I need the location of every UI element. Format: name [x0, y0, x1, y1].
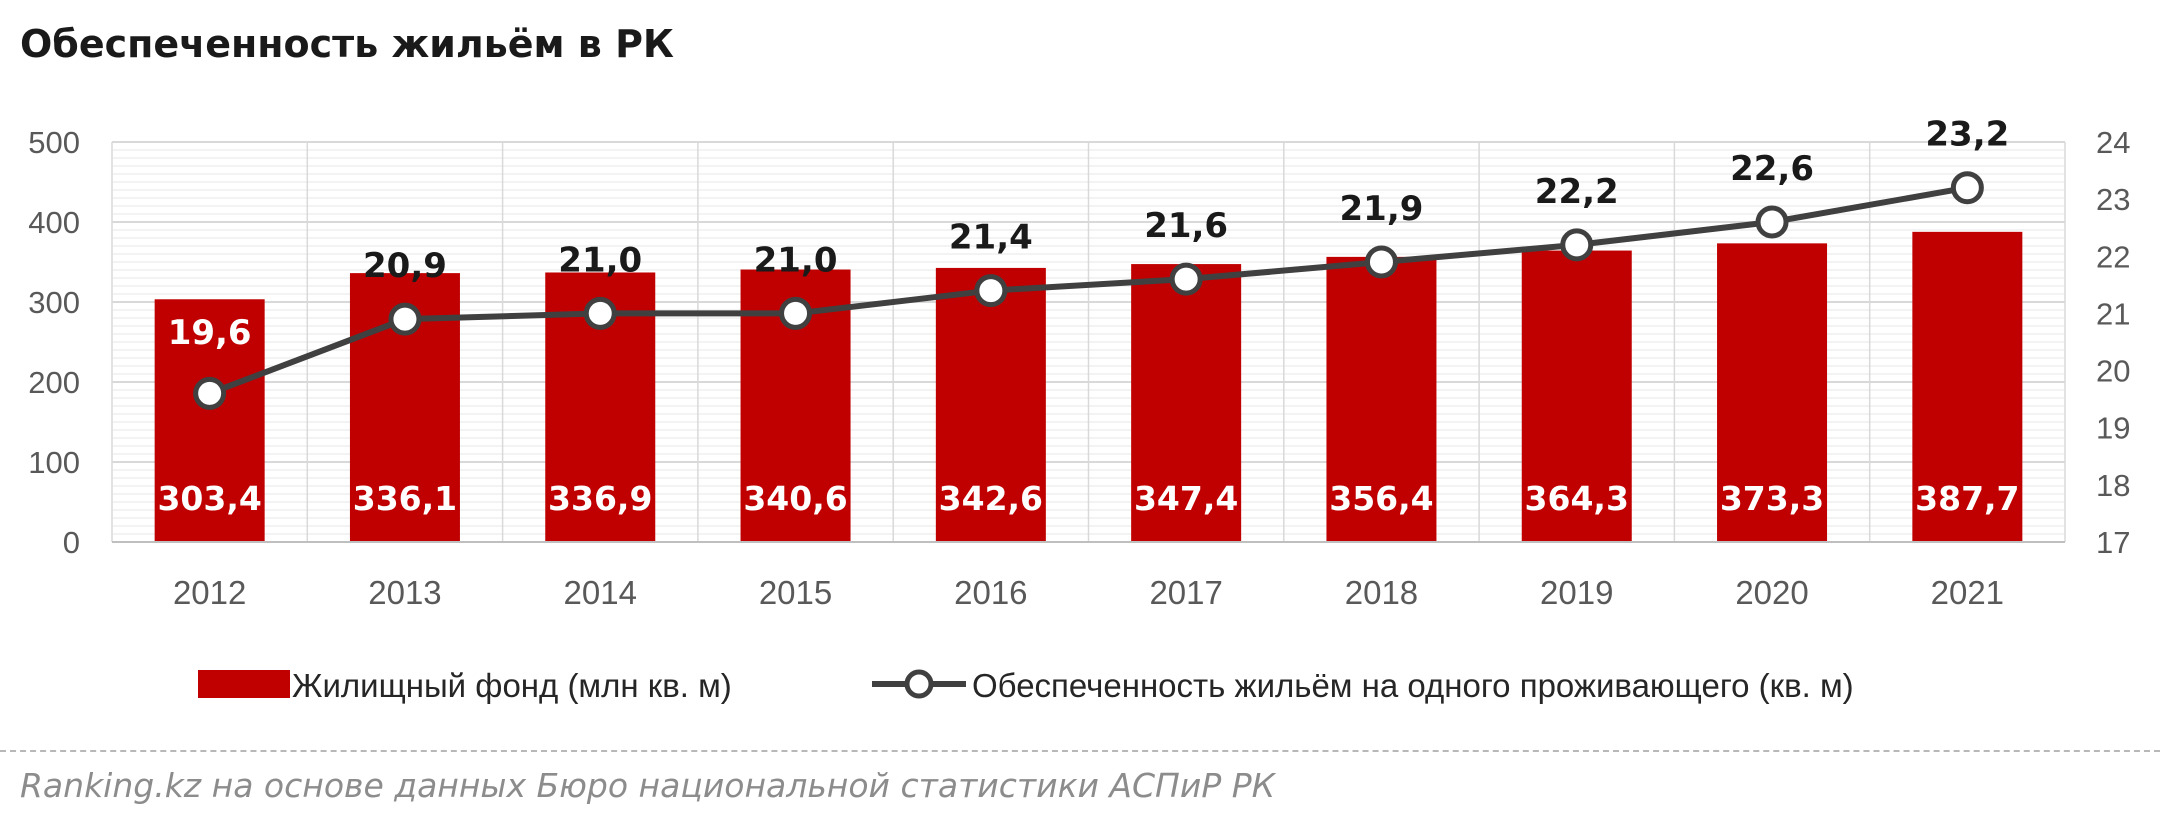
divider — [0, 750, 2160, 752]
bar — [1717, 243, 1828, 543]
line-point — [388, 302, 422, 336]
left-axis-tick-label: 0 — [63, 525, 80, 560]
line-value-label: 23,2 — [1925, 115, 2009, 155]
x-axis-tick-label: 2014 — [564, 574, 637, 611]
right-axis-tick-label: 17 — [2096, 525, 2130, 560]
line-point — [1560, 228, 1594, 262]
legend-line-marker — [904, 669, 934, 699]
right-axis-tick-label: 20 — [2096, 354, 2130, 389]
chart-canvas: 303,4 336,1 336,9 340,6 342,6 347,4 356,4 364,3… — [28, 115, 2130, 704]
line-value-label: 21,0 — [558, 240, 642, 280]
left-axis-tick-label: 300 — [28, 285, 80, 320]
x-axis-tick-label: 2015 — [759, 574, 832, 611]
right-axis-tick-label: 24 — [2096, 125, 2130, 160]
bar-value-label: 342,6 — [939, 479, 1043, 518]
x-axis-tick-label: 2018 — [1345, 574, 1418, 611]
line-series — [193, 171, 1984, 410]
line-value-label: 22,2 — [1535, 172, 1619, 212]
x-axis-tick-label: 2019 — [1540, 574, 1613, 611]
left-axis-tick-label: 200 — [28, 365, 80, 400]
line-path — [208, 184, 1968, 397]
bar — [1131, 264, 1242, 542]
chart-title: Обеспеченность жильём в РК — [20, 22, 674, 66]
bar — [1521, 250, 1632, 542]
bar-value-label: 347,4 — [1134, 479, 1238, 518]
line-value-label: 20,9 — [363, 246, 447, 286]
bar-value-label: 303,4 — [157, 479, 261, 518]
line-value-label: 21,9 — [1340, 189, 1424, 229]
legend: Жилищный фонд (млн кв. м) Обеспеченность … — [198, 667, 1854, 704]
x-axis-tick-label: 2017 — [1149, 574, 1222, 611]
line-value-label: 21,4 — [949, 218, 1033, 258]
left-axis-tick-label: 500 — [28, 125, 80, 160]
right-axis-tick-label: 18 — [2096, 468, 2130, 503]
bar-value-label: 387,7 — [1915, 479, 2019, 518]
legend-bar-swatch — [198, 670, 290, 698]
x-axis-tick-label: 2013 — [368, 574, 441, 611]
source-note: Ranking.kz на основе данных Бюро национа… — [20, 766, 1276, 805]
legend-line-label: Обеспеченность жильём на одного проживаю… — [972, 667, 1854, 704]
line-point — [1169, 262, 1203, 296]
right-axis-tick-label: 22 — [2096, 239, 2130, 274]
x-axis-tick-label: 2016 — [954, 574, 1027, 611]
bar-value-label: 373,3 — [1720, 479, 1824, 518]
line-value-label: 21,6 — [1144, 206, 1228, 246]
line-point — [1755, 205, 1789, 239]
line-value-label: 21,0 — [754, 240, 838, 280]
bar-value-label: 336,1 — [353, 479, 457, 518]
left-axis-tick-label: 400 — [28, 205, 80, 240]
line-point — [974, 274, 1008, 308]
bar-value-label: 340,6 — [743, 479, 847, 518]
data-labels: 303,4 336,1 336,9 340,6 342,6 347,4 356,4 364,3… — [157, 115, 2019, 518]
line-point — [1364, 245, 1398, 279]
bar-value-label: 336,9 — [548, 479, 652, 518]
line-value-label: 22,6 — [1730, 149, 1814, 189]
right-axis-tick-label: 21 — [2096, 296, 2130, 331]
bar-value-label: 364,3 — [1525, 479, 1629, 518]
x-axis-tick-label: 2020 — [1735, 574, 1808, 611]
line-value-label: 19,6 — [168, 313, 252, 353]
bar-value-label: 356,4 — [1329, 479, 1433, 518]
bar — [935, 267, 1046, 542]
right-axis-tick-label: 23 — [2096, 182, 2130, 217]
x-axis-tick-label: 2012 — [173, 574, 246, 611]
bar — [1326, 256, 1437, 542]
line-point — [779, 296, 813, 330]
line-point — [583, 296, 617, 330]
bar — [1912, 231, 2023, 542]
legend-bar-label: Жилищный фонд (млн кв. м) — [292, 667, 732, 704]
left-axis-tick-label: 100 — [28, 445, 80, 480]
line-point — [1950, 171, 1984, 205]
bar — [154, 299, 265, 542]
x-axis-tick-label: 2021 — [1931, 574, 2004, 611]
right-axis-tick-label: 19 — [2096, 411, 2130, 446]
line-point — [193, 376, 227, 410]
